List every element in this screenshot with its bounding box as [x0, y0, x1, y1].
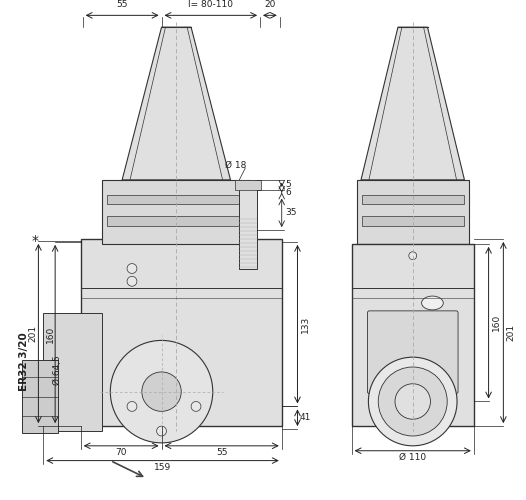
Bar	[357, 180, 469, 244]
Text: ER32 3/20: ER32 3/20	[18, 332, 28, 392]
Ellipse shape	[422, 296, 443, 310]
Bar	[236, 180, 261, 190]
Circle shape	[191, 402, 201, 411]
Bar	[361, 216, 464, 226]
Text: 6: 6	[286, 188, 291, 197]
Text: I= 80-110: I= 80-110	[188, 0, 234, 10]
Bar	[107, 194, 245, 204]
Bar	[103, 180, 250, 244]
Text: Ø 64,5: Ø 64,5	[53, 355, 62, 385]
Circle shape	[127, 276, 137, 286]
Circle shape	[395, 384, 430, 419]
Ellipse shape	[422, 316, 443, 330]
Text: 201: 201	[28, 325, 37, 342]
Text: 70: 70	[115, 448, 127, 457]
Circle shape	[378, 367, 447, 436]
Text: 55: 55	[116, 0, 128, 10]
Circle shape	[110, 340, 213, 443]
Bar	[352, 244, 474, 426]
Bar	[43, 313, 103, 431]
Text: Ø 110: Ø 110	[399, 453, 426, 462]
Text: Ø 18: Ø 18	[225, 160, 246, 170]
Text: 160: 160	[46, 326, 55, 342]
Circle shape	[157, 426, 166, 436]
Text: 35: 35	[286, 208, 297, 217]
Circle shape	[142, 372, 181, 412]
Bar	[81, 239, 282, 426]
Text: 160: 160	[492, 314, 501, 332]
Text: 41: 41	[300, 413, 311, 422]
Text: 133: 133	[301, 316, 310, 333]
Circle shape	[368, 357, 457, 446]
Polygon shape	[122, 27, 230, 180]
Text: 20: 20	[264, 0, 276, 10]
Text: 55: 55	[216, 448, 227, 457]
Bar	[361, 194, 464, 204]
Circle shape	[409, 252, 417, 260]
Text: 159: 159	[154, 463, 171, 472]
Text: 5: 5	[286, 180, 291, 190]
Bar	[107, 216, 245, 226]
Bar	[22, 360, 58, 433]
Text: *: *	[32, 234, 39, 248]
Circle shape	[127, 402, 137, 411]
Circle shape	[127, 264, 137, 274]
Polygon shape	[361, 27, 464, 180]
FancyBboxPatch shape	[368, 311, 458, 394]
Text: 201: 201	[507, 324, 515, 341]
Bar	[239, 180, 257, 268]
